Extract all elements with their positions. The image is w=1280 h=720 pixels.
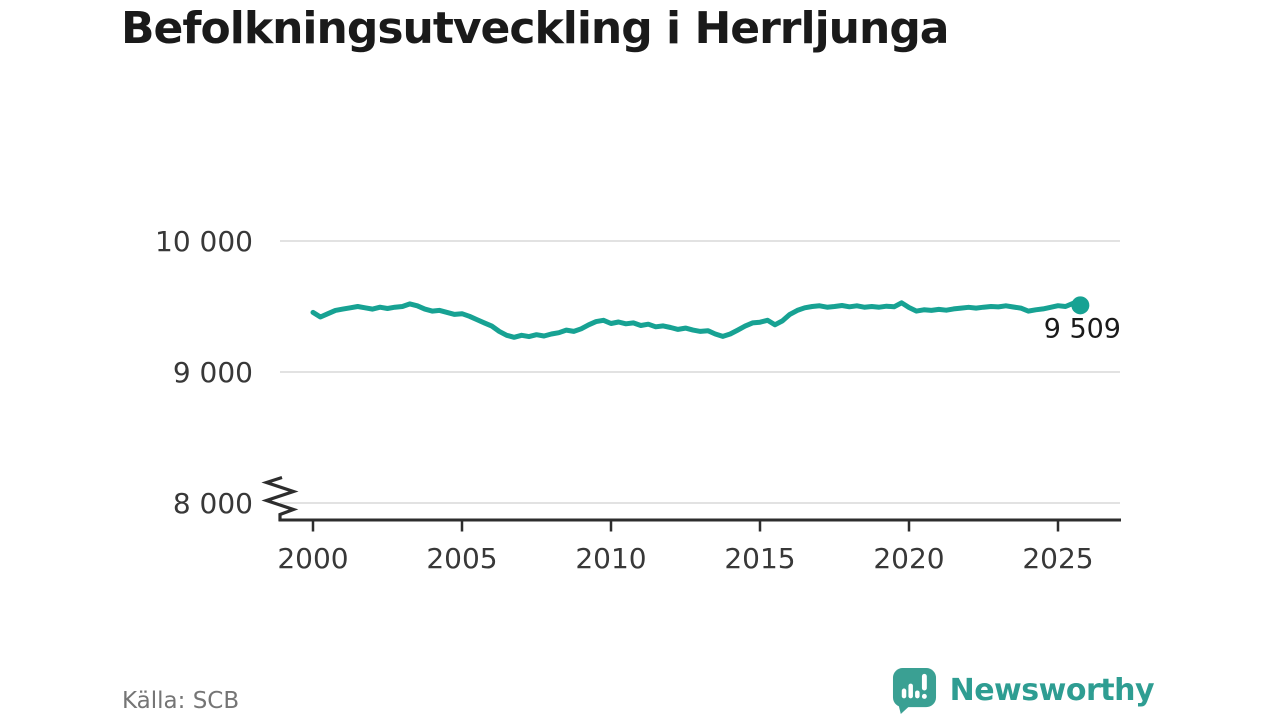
x-tick-label-2010: 2010 xyxy=(575,542,646,575)
x-tick-label-2000: 2000 xyxy=(277,542,348,575)
axis-break-icon xyxy=(261,475,299,521)
x-tick-label-2005: 2005 xyxy=(426,542,497,575)
last-point-dot xyxy=(1071,296,1090,315)
y-tick-label-9000: 9 000 xyxy=(173,356,253,389)
logo-bubble-tail xyxy=(897,702,914,714)
last-value-label: 9 509 xyxy=(1044,313,1121,344)
logo-bar-2 xyxy=(908,683,913,699)
population-line xyxy=(310,300,1083,340)
y-tick-label-8000: 8 000 xyxy=(173,487,253,520)
logo-bar-3 xyxy=(914,690,920,699)
y-tick-label-10000: 10 000 xyxy=(155,225,253,258)
newsworthy-wordmark: Newsworthy xyxy=(949,673,1155,708)
page-title: Befolkningsutveckling i Herrljunga xyxy=(121,3,950,54)
x-tick-label-2025: 2025 xyxy=(1022,542,1093,575)
logo-exclamation-dot xyxy=(921,693,927,699)
x-tick-label-2020: 2020 xyxy=(873,542,944,575)
logo-bar-1 xyxy=(901,688,906,699)
source-label: Källa: SCB xyxy=(122,688,240,714)
newsworthy-logo: Newsworthy xyxy=(892,667,1155,714)
newsworthy-chart-bubble-icon xyxy=(892,668,936,714)
x-tick-label-2015: 2015 xyxy=(724,542,795,575)
logo-bubble-shape xyxy=(892,668,936,708)
logo-exclamation-bar xyxy=(921,673,927,691)
